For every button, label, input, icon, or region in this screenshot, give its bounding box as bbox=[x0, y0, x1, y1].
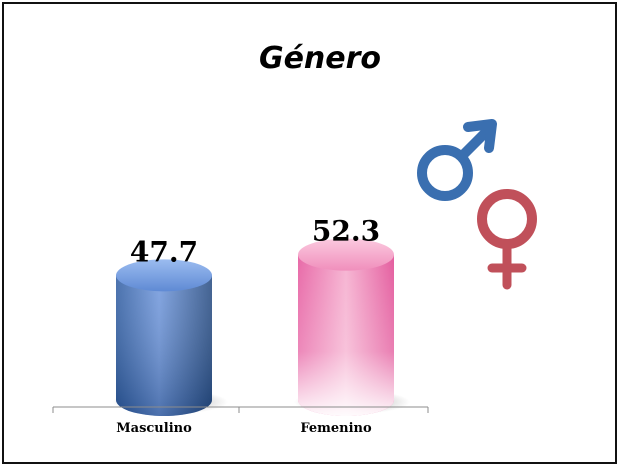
category-label: Masculino bbox=[116, 421, 192, 436]
bar-top bbox=[298, 238, 394, 271]
bar-top bbox=[116, 259, 212, 292]
chart-title: Género bbox=[259, 41, 381, 76]
value-label: 47.7 bbox=[130, 235, 198, 268]
category-label: Femenino bbox=[300, 421, 372, 436]
bar-femenino bbox=[294, 238, 410, 416]
female-symbol-icon bbox=[477, 189, 537, 290]
bar-body-shade bbox=[116, 275, 212, 416]
bars-group: 47.7 52.3 bbox=[112, 215, 410, 416]
bar-masculino bbox=[112, 259, 228, 416]
male-symbol-icon bbox=[417, 119, 497, 201]
slide-frame: Género 47.7 52.3 Masculino Femenino bbox=[2, 2, 617, 464]
bar-body-shade bbox=[298, 254, 394, 416]
gender-bar-chart: Género 47.7 52.3 Masculino Femenino bbox=[52, 41, 537, 436]
value-label: 52.3 bbox=[312, 215, 380, 248]
category-labels: Masculino Femenino bbox=[116, 421, 372, 436]
